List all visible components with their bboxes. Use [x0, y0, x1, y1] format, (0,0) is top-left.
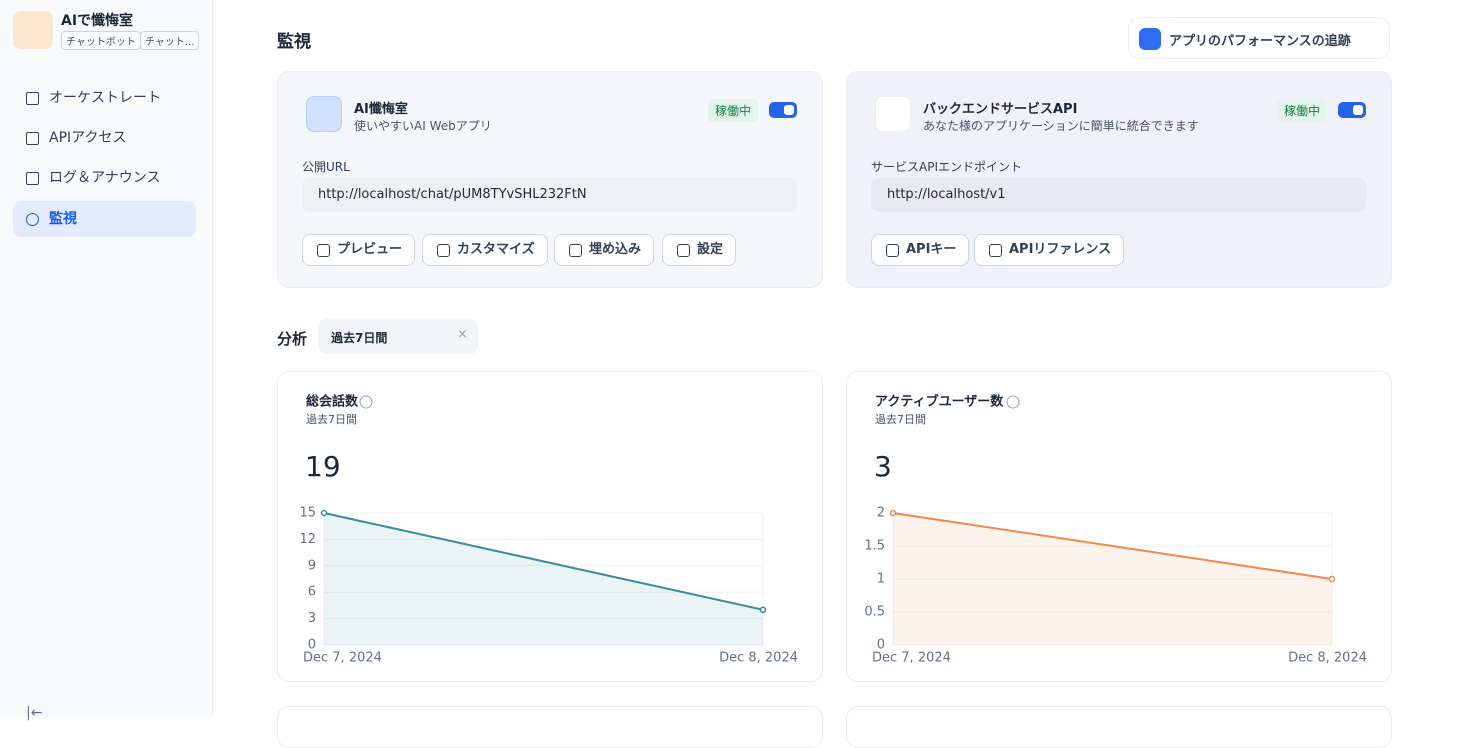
y-tick-label: 6 — [308, 585, 316, 600]
x-tick-label: Dec 8, 2024 — [1288, 651, 1367, 666]
action-button[interactable]: プレビュー — [302, 234, 416, 266]
period-label: 過去7日間 — [331, 331, 388, 345]
nav-label: ログ＆アナウンス — [49, 170, 161, 186]
x-tick-label: Dec 7, 2024 — [303, 651, 382, 666]
app-card-icon — [306, 96, 342, 132]
y-tick-label: 15 — [299, 506, 316, 521]
y-tick-label: 2 — [877, 506, 885, 521]
chart-title: 総会話数 — [306, 394, 359, 410]
status-badge: 稼働中 — [1277, 99, 1328, 122]
url-field[interactable]: http://localhost/chat/pUM8TYvSHL232FtN — [302, 178, 797, 212]
point — [889, 509, 897, 517]
card-title: AI懺悔室 — [354, 102, 408, 117]
tracing-label: アプリのパフォーマンスの追跡 — [1169, 34, 1351, 49]
nav-item[interactable]: 監視 — [13, 201, 196, 237]
page-title: 監視 — [277, 32, 311, 52]
chart-card — [277, 706, 823, 748]
nav-item[interactable]: オーケストレート — [13, 80, 196, 116]
url-text: http://localhost/v1 — [887, 187, 1006, 202]
help-icon — [1006, 395, 1020, 409]
nav-item[interactable]: APIアクセス — [13, 120, 196, 156]
help-icon — [359, 395, 373, 409]
url-text: http://localhost/chat/pUM8TYvSHL232FtN — [318, 187, 587, 202]
y-tick-label: 0 — [308, 638, 316, 653]
chart-card: アクティブユーザー数 過去7日間 3 0 0.5 1 1.5 2 Dec 7, 2024 Dec … — [846, 371, 1392, 682]
action-button[interactable]: APIキー — [871, 234, 970, 266]
nav-label: APIアクセス — [49, 130, 127, 146]
action-button[interactable]: 設定 — [662, 234, 737, 266]
chart-subtitle: 過去7日間 — [875, 413, 926, 426]
period-select[interactable]: 過去7日間 × — [318, 319, 478, 354]
nav-item[interactable]: ログ＆アナウンス — [13, 160, 196, 196]
collapse-button[interactable]: |← — [26, 705, 43, 721]
card-subtitle: 使いやすいAI Webアプリ — [354, 119, 492, 133]
chart-card — [846, 706, 1392, 748]
y-tick-label: 1 — [877, 572, 885, 587]
x-tick-label: Dec 7, 2024 — [872, 651, 951, 666]
tracing-button[interactable]: アプリのパフォーマンスの追跡 — [1128, 17, 1390, 59]
nav-label: 監視 — [49, 211, 77, 227]
app-name: AIで懺悔室 — [61, 13, 134, 29]
y-tick-label: 12 — [299, 532, 316, 547]
tag: チャットボット — [61, 31, 141, 50]
x-tick-label: Dec 8, 2024 — [719, 651, 798, 666]
card-title: バックエンドサービスAPI — [923, 102, 1078, 117]
point — [1328, 575, 1336, 583]
action-button[interactable]: APIリファレンス — [974, 234, 1125, 266]
y-tick-label: 0 — [877, 638, 885, 653]
app-icon — [13, 11, 53, 49]
y-tick-label: 1.5 — [864, 539, 885, 554]
card-subtitle: あなた様のアプリケーションに簡単に統合できます — [923, 119, 1199, 133]
line — [892, 512, 1333, 580]
sidebar: AIで懺悔室 チャットボット チャット... オーケストレート APIアクセス … — [0, 0, 213, 721]
area — [893, 513, 1332, 645]
url-field[interactable]: http://localhost/v1 — [871, 178, 1366, 212]
url-label: サービスAPIエンドポイント — [871, 160, 1022, 174]
y-tick-label: 3 — [308, 611, 316, 626]
api-card-icon — [875, 96, 911, 132]
nav-label: オーケストレート — [49, 90, 161, 106]
chart-card: 総会話数過去7日間 19 0 3 6 9 12 15 Dec 7, 2024 Dec 8, 202… — [277, 371, 823, 682]
chart-subtitle: 過去7日間 — [306, 413, 357, 426]
status-badge: 稼働中 — [708, 99, 759, 122]
action-button[interactable]: 埋め込み — [554, 234, 655, 266]
url-label: 公開URL — [302, 160, 350, 174]
toggle[interactable] — [769, 102, 797, 118]
chart-title: アクティブユーザー数 — [875, 394, 1004, 410]
tag: チャット... — [140, 31, 200, 50]
y-tick-label: 0.5 — [864, 605, 885, 620]
y-tick-label: 9 — [308, 558, 316, 573]
action-button[interactable]: カスタマイズ — [422, 234, 548, 266]
area — [324, 513, 763, 645]
page: AIで懺悔室 チャットボット チャット... オーケストレート APIアクセス … — [0, 0, 1392, 748]
chart-total: 3 — [874, 450, 892, 483]
toggle[interactable] — [1338, 102, 1366, 118]
point — [759, 606, 767, 614]
chart-total: 19 — [305, 450, 341, 483]
point — [320, 509, 328, 517]
section-title: 分析 — [277, 330, 308, 348]
line — [323, 512, 764, 611]
